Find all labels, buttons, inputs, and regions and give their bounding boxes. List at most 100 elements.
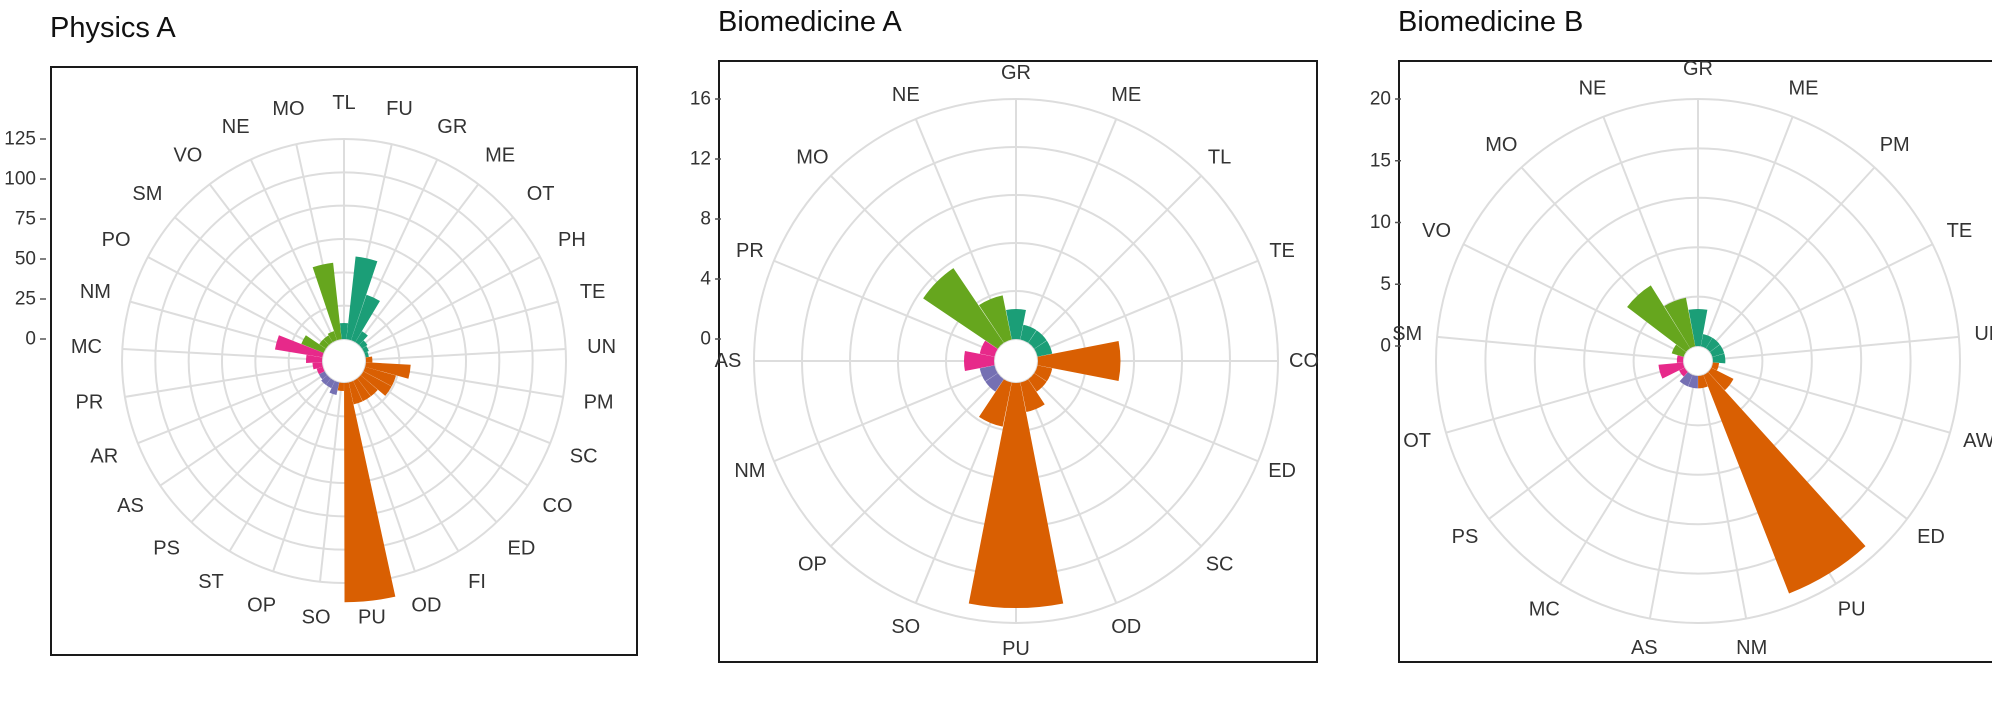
category-label-fu: FU [386, 98, 413, 120]
bar-pu [344, 382, 396, 603]
y-tick-label: 25 [15, 289, 36, 310]
y-tick-label: 5 [1380, 274, 1391, 295]
bar-mo [1627, 285, 1691, 352]
category-label-aw: AW [1963, 430, 1992, 452]
category-label-pu: PU [358, 607, 386, 629]
bar-pr [312, 362, 323, 370]
bar-ps [1679, 367, 1688, 377]
bar-ot [359, 340, 368, 349]
bar-so [337, 382, 344, 391]
grid-spoke [362, 256, 541, 352]
grid-spoke [1437, 335, 1684, 361]
panel-title-biomedicine-a: Biomedicine A [718, 6, 902, 38]
grid-spoke [159, 372, 327, 487]
y-tick-label: 0 [700, 329, 711, 350]
category-label-sm: SM [1392, 323, 1422, 345]
category-label-pm: PM [584, 392, 614, 414]
category-label-nm: NM [1736, 637, 1767, 659]
bar-gr [1688, 308, 1708, 347]
category-label-tl: TL [1208, 146, 1231, 168]
bar-mc [1679, 372, 1693, 387]
category-label-gr: GR [1683, 58, 1713, 80]
y-tick-label: 10 [1370, 212, 1391, 233]
y-tick-label: 12 [690, 149, 711, 170]
bar-ps [321, 375, 331, 385]
category-label-od: OD [411, 595, 441, 617]
grid-spoke [124, 363, 323, 398]
bar-ph [362, 346, 369, 353]
category-label-te: TE [1947, 220, 1973, 242]
grid-spoke [190, 376, 330, 523]
grid-spoke [249, 159, 336, 342]
grid-spoke [1699, 375, 1748, 619]
category-label-pu: PU [1002, 638, 1030, 660]
bar-un [1712, 353, 1726, 364]
bar-ne [978, 295, 1012, 343]
grid-spoke [1559, 373, 1691, 585]
category-label-ne: NE [892, 84, 920, 106]
category-label-op: OP [798, 554, 827, 576]
category-label-vo: VO [1422, 220, 1451, 242]
y-tick-label: 125 [4, 129, 36, 150]
bar-sm [1676, 355, 1684, 363]
category-label-st: ST [198, 571, 224, 593]
category-label-so: SO [891, 616, 920, 638]
bar-as [964, 351, 995, 371]
category-label-co: CO [1289, 350, 1319, 372]
grid-spoke [1709, 369, 1908, 520]
bar-tl [339, 323, 349, 340]
grid-spoke [364, 368, 551, 445]
grid-spoke [1712, 364, 1951, 434]
grid-spoke [364, 300, 559, 357]
bar-nm [274, 335, 324, 358]
bar-pm [365, 362, 411, 379]
category-label-sm: SM [132, 183, 162, 205]
grid-ring [993, 338, 1039, 384]
y-tick-label: 100 [4, 169, 36, 190]
grid-spoke [137, 368, 324, 445]
y-tick-label: 8 [700, 209, 711, 230]
bar-pr [979, 340, 998, 357]
plot-frame-biomedicine-a [718, 60, 1318, 663]
polar-chart-physics-a: TL FU GR ME OT PH TE UN PM SC CO ED FI OD PU SO OP ST PS AS… [4, 92, 616, 629]
bar-ar [316, 366, 325, 375]
grid-spoke [1023, 118, 1118, 342]
category-label-mo: MO [796, 146, 828, 168]
grid-spoke [356, 183, 480, 345]
bar-po [301, 335, 326, 353]
panel-title-biomedicine-b: Biomedicine B [1398, 6, 1584, 38]
bar-aw [1711, 362, 1720, 371]
bar-ot [1658, 362, 1685, 379]
grid-spoke [228, 379, 334, 552]
grid-spoke [147, 256, 326, 352]
grid-spoke [1030, 375, 1202, 547]
category-label-co: CO [543, 495, 573, 517]
grid-spoke [1702, 116, 1794, 348]
grid-spoke [1463, 243, 1686, 356]
grid-spoke [272, 381, 338, 572]
category-label-vo: VO [173, 145, 202, 167]
category-label-fi: FI [468, 571, 486, 593]
bar-fu [346, 256, 378, 341]
bar-mc [306, 354, 323, 363]
y-tick-label: 0 [25, 329, 36, 350]
category-label-pr: PR [76, 392, 104, 414]
category-label-mo: MO [1485, 134, 1517, 156]
bar-op [985, 373, 1004, 392]
grid-spoke [360, 216, 514, 348]
grid-spoke [1648, 375, 1697, 619]
category-label-ar: AR [90, 446, 118, 468]
bar-ed [357, 375, 378, 397]
bar-ne [1664, 297, 1696, 349]
category-label-ph: PH [558, 229, 586, 251]
grid-spoke [358, 376, 498, 523]
bar-as [1688, 375, 1698, 389]
grid-spoke [773, 259, 997, 354]
bar-op [329, 380, 340, 395]
y-tick-label: 15 [1370, 150, 1391, 171]
category-label-ne: NE [1579, 78, 1607, 100]
category-label-sc: SC [1206, 554, 1234, 576]
grid-spoke [1712, 335, 1959, 361]
y-tick-label: 75 [15, 209, 36, 230]
